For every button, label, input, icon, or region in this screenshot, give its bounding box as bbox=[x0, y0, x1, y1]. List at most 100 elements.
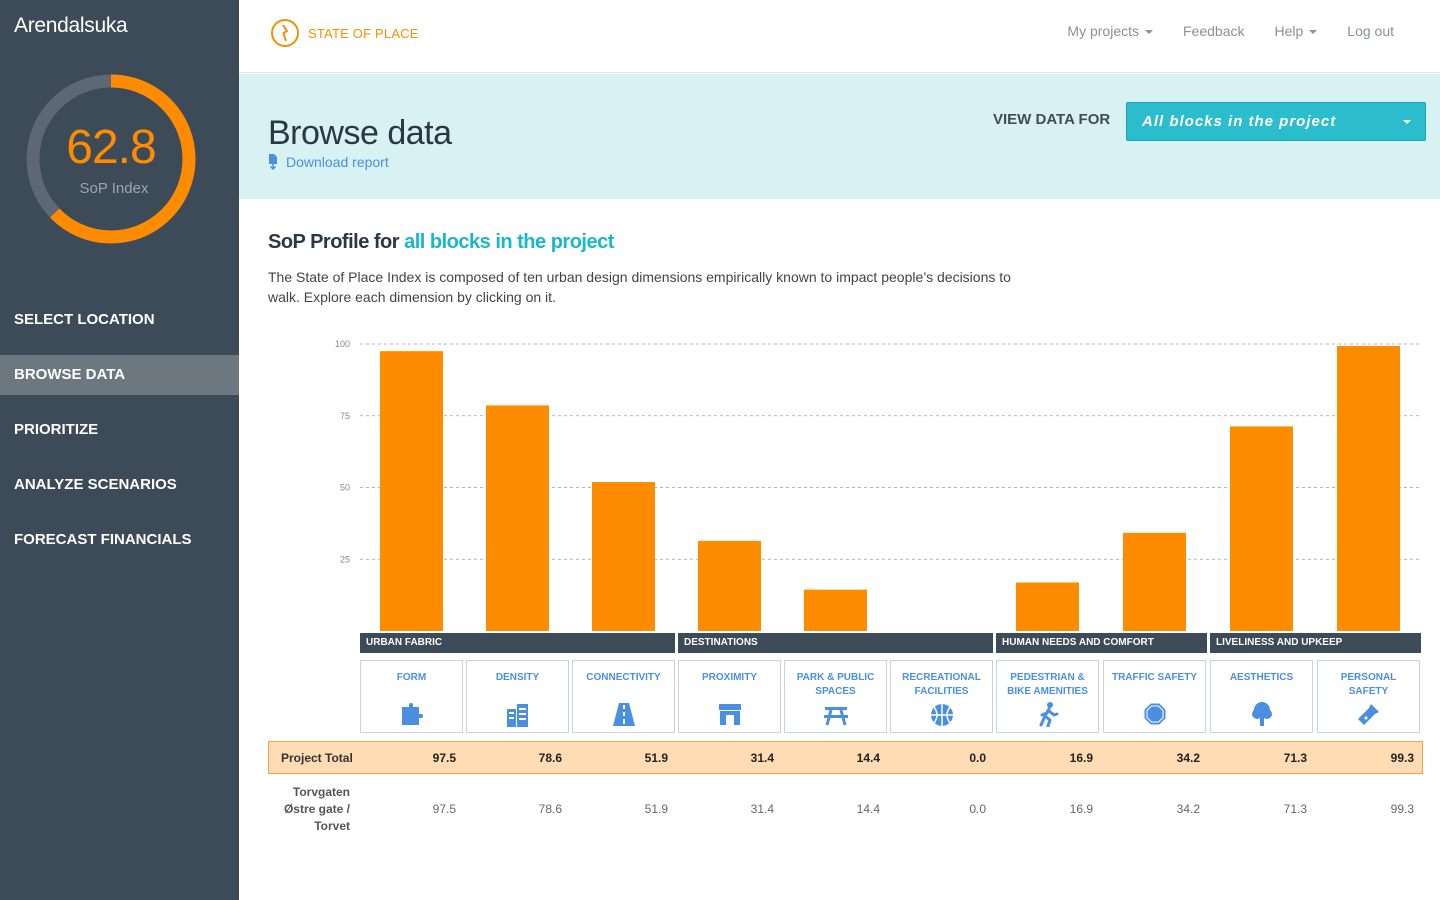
dimension-label: CONNECTIVITY bbox=[586, 672, 661, 683]
dimension-label: DENSITY bbox=[495, 672, 540, 683]
view-data-for-label: VIEW DATA FOR bbox=[993, 111, 1111, 128]
storefront-icon bbox=[718, 704, 741, 725]
download-file-icon bbox=[269, 154, 277, 170]
location-value: 71.3 bbox=[1283, 802, 1307, 816]
brand-name[interactable]: STATE OF PLACE bbox=[308, 26, 419, 41]
y-tick-label: 75 bbox=[340, 411, 350, 421]
state-of-place-logo-icon[interactable] bbox=[270, 18, 300, 48]
dimension-label: RECREATIONAL FACILITIES bbox=[902, 672, 981, 697]
top-nav: My projects Feedback Help Log out bbox=[1067, 23, 1394, 39]
bar-pedestrian-bike-amenities[interactable] bbox=[1016, 582, 1079, 631]
dimension-card-personal-safety[interactable]: PERSONAL SAFETY bbox=[1317, 660, 1420, 733]
project-total-value: 0.0 bbox=[969, 751, 986, 765]
group-human-needs: HUMAN NEEDS AND COMFORT bbox=[996, 633, 1207, 653]
puzzle-icon bbox=[401, 703, 423, 725]
dimension-card-form[interactable]: FORM bbox=[360, 660, 463, 733]
dimension-label: AESTHETICS bbox=[1229, 672, 1294, 683]
bar-density[interactable] bbox=[486, 405, 549, 631]
view-data-select[interactable]: All blocks in the project bbox=[1126, 102, 1426, 141]
y-tick-label: 50 bbox=[340, 483, 350, 493]
location-value: 51.9 bbox=[644, 802, 668, 816]
project-total-value: 97.5 bbox=[432, 751, 456, 765]
bar-form[interactable] bbox=[380, 351, 443, 631]
location-value: 16.9 bbox=[1069, 802, 1093, 816]
nav-prioritize[interactable]: PRIORITIZE bbox=[14, 421, 99, 438]
project-total-value: 51.9 bbox=[644, 751, 668, 765]
location-value: 0.0 bbox=[969, 802, 986, 816]
group-urban-fabric: URBAN FABRIC bbox=[360, 633, 675, 653]
location-row-label[interactable]: Torvgaten Østre gate / Torvet bbox=[283, 785, 350, 833]
top-bar: STATE OF PLACE My projects Feedback Help… bbox=[239, 0, 1440, 73]
project-total-value: 99.3 bbox=[1390, 751, 1414, 765]
logout-link[interactable]: Log out bbox=[1347, 23, 1394, 39]
view-data-value: All blocks in the project bbox=[1142, 113, 1337, 130]
help-label: Help bbox=[1274, 23, 1304, 39]
project-total-value: 14.4 bbox=[856, 751, 880, 765]
project-name: Arendalsuka bbox=[14, 14, 128, 37]
feedback-link[interactable]: Feedback bbox=[1183, 23, 1245, 39]
my-projects-label: My projects bbox=[1067, 23, 1139, 39]
project-total-value: 31.4 bbox=[750, 751, 774, 765]
octagon-icon bbox=[1144, 703, 1165, 725]
nav-forecast-financials[interactable]: FORECAST FINANCIALS bbox=[14, 531, 192, 548]
chevron-down-icon bbox=[1403, 120, 1411, 124]
sop-index-label: SoP Index bbox=[79, 180, 149, 197]
dimension-card-proximity[interactable]: PROXIMITY bbox=[678, 660, 781, 733]
dimension-card-recreational-facilities[interactable]: RECREATIONAL FACILITIES bbox=[890, 660, 993, 733]
project-total-value: 78.6 bbox=[538, 751, 562, 765]
project-total-value: 71.3 bbox=[1283, 751, 1307, 765]
sop-index-value: 62.8 bbox=[66, 121, 156, 174]
bar-traffic-safety[interactable] bbox=[1123, 532, 1186, 631]
download-report-link[interactable]: Download report bbox=[268, 154, 389, 170]
pedestrian-icon bbox=[1039, 702, 1058, 727]
bar-connectivity[interactable] bbox=[592, 482, 655, 631]
dimension-label: PERSONAL SAFETY bbox=[1340, 672, 1397, 697]
bar-proximity[interactable] bbox=[698, 540, 761, 631]
dimension-card-aesthetics[interactable]: AESTHETICS bbox=[1210, 660, 1313, 733]
y-tick-label: 25 bbox=[340, 554, 350, 564]
page-title: Browse data bbox=[268, 114, 452, 152]
project-total-row bbox=[268, 741, 1423, 774]
bar-park-public-spaces[interactable] bbox=[804, 589, 867, 631]
project-total-label: Project Total bbox=[281, 751, 353, 765]
chevron-down-icon bbox=[1309, 30, 1318, 35]
y-tick-label: 100 bbox=[335, 339, 350, 349]
gauge-progress bbox=[26, 74, 196, 244]
location-value: 14.4 bbox=[856, 802, 880, 816]
page-header: Browse data Download report VIEW DATA FO… bbox=[239, 74, 1440, 199]
bar-personal-safety[interactable] bbox=[1337, 346, 1400, 631]
location-value: 31.4 bbox=[750, 802, 774, 816]
location-value: 78.6 bbox=[538, 802, 562, 816]
profile-title-prefix: SoP Profile for bbox=[268, 231, 400, 253]
location-value: 97.5 bbox=[432, 802, 456, 816]
project-total-value: 16.9 bbox=[1069, 751, 1093, 765]
sop-index-gauge bbox=[26, 74, 196, 244]
help-dropdown[interactable]: Help bbox=[1274, 23, 1318, 39]
bar-aesthetics[interactable] bbox=[1230, 426, 1293, 631]
project-total-value: 34.2 bbox=[1176, 751, 1200, 765]
my-projects-dropdown[interactable]: My projects bbox=[1067, 23, 1153, 39]
buildings-icon bbox=[506, 704, 528, 727]
nav-analyze-scenarios[interactable]: ANALYZE SCENARIOS bbox=[14, 476, 177, 493]
road-icon bbox=[612, 703, 635, 726]
dimension-card-density[interactable]: DENSITY bbox=[466, 660, 569, 733]
sidebar-nav: SELECT LOCATION BROWSE DATA PRIORITIZE A… bbox=[0, 300, 239, 575]
nav-select-location[interactable]: SELECT LOCATION bbox=[14, 311, 155, 328]
dimension-label: PEDESTRIAN & BIKE AMENITIES bbox=[1007, 672, 1088, 697]
tree-icon bbox=[1251, 702, 1272, 726]
sidebar: Arendalsuka 62.8 SoP Index SELECT LOCATI… bbox=[0, 0, 239, 900]
dimension-card-traffic-safety[interactable]: TRAFFIC SAFETY bbox=[1103, 660, 1206, 733]
flashlight-icon bbox=[1357, 704, 1379, 725]
download-report-label: Download report bbox=[286, 154, 389, 170]
dimension-label: FORM bbox=[396, 672, 427, 683]
group-destinations: DESTINATIONS bbox=[678, 633, 993, 653]
dimension-card-connectivity[interactable]: CONNECTIVITY bbox=[572, 660, 675, 733]
location-value: 34.2 bbox=[1176, 802, 1200, 816]
location-value: 99.3 bbox=[1390, 802, 1414, 816]
dimension-card-park-public-spaces[interactable]: PARK & PUBLIC SPACES bbox=[784, 660, 887, 733]
group-liveliness: LIVELINESS AND UPKEEP bbox=[1210, 633, 1421, 653]
nav-browse-data[interactable]: BROWSE DATA bbox=[0, 355, 239, 395]
dimension-card-pedestrian-bike[interactable]: PEDESTRIAN & BIKE AMENITIES bbox=[996, 660, 1099, 733]
